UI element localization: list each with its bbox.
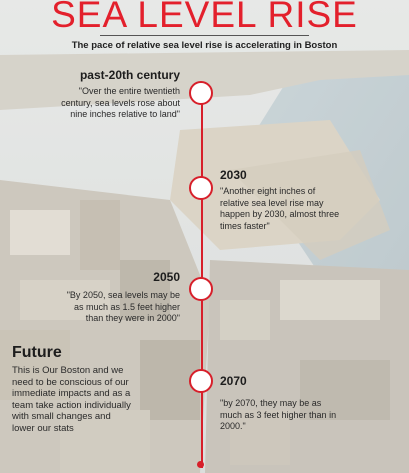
title-divider [100, 35, 309, 36]
timeline-node-2030 [189, 176, 213, 200]
timeline-node-past [189, 81, 213, 105]
milestone-label-2070: 2070 [220, 374, 247, 388]
timeline-node-2070 [189, 369, 213, 393]
milestone-label-2030: 2030 [220, 168, 247, 182]
milestone-text-past: "Over the entire twentieth century, sea … [61, 86, 180, 119]
page-title: SEA LEVEL RISE [51, 0, 358, 35]
future-text: This is Our Boston and we need to be con… [12, 365, 131, 434]
milestone-text-2030: "Another eight inches of relative sea le… [220, 186, 340, 231]
timeline-end-dot [197, 461, 204, 468]
milestone-label-2050: 2050 [153, 270, 180, 284]
timeline-node-2050 [189, 277, 213, 301]
milestone-text-2050: "By 2050, sea levels may be as much as 1… [66, 290, 180, 323]
milestone-text-2070: "by 2070, they may be as much as 3 feet … [220, 398, 337, 431]
milestone-label-past: past-20th century [79, 68, 180, 82]
page-subtitle: The pace of relative sea level rise is a… [71, 40, 338, 51]
future-heading: Future [12, 344, 62, 361]
